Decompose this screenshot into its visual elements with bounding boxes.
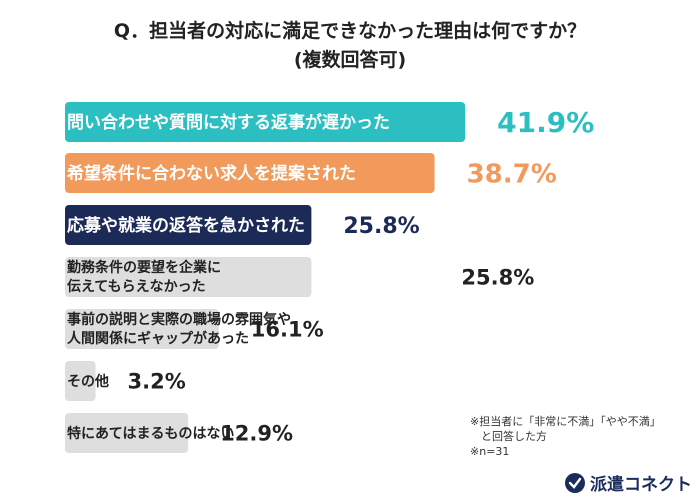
bar-label-6: その他 — [67, 373, 109, 390]
bar-value-2: 38.7% — [467, 159, 557, 189]
bar-1 — [65, 102, 466, 142]
bar-label-4: 勤務条件の要望を企業に伝えてもらえなかった — [67, 259, 221, 295]
bar-4 — [65, 257, 312, 297]
bar-value-1: 41.9% — [497, 106, 594, 139]
note-sample-size: ※n=31 — [470, 445, 510, 458]
bar-label-3: 応募や就業の返答を急かされた — [67, 215, 305, 236]
bar-2 — [65, 153, 435, 193]
bar-6 — [65, 361, 96, 401]
bar-label-7: 特にあてはまるものはない — [67, 425, 234, 442]
bar-value-6: 3.2% — [128, 370, 186, 394]
logo-mark-icon — [565, 472, 585, 493]
bar-5 — [65, 309, 219, 349]
bar-label-1: 問い合わせや質問に対する返事が遅かった — [67, 112, 390, 133]
chart-title: Q．担当者の対応に満足できなかった理由は何ですか？ — [113, 20, 587, 42]
note-respondents-cont: と回答した方 — [470, 430, 547, 443]
bar-7 — [65, 413, 189, 453]
logo-text: 派遣コネクト — [590, 475, 692, 495]
note-respondents: ※担当者に「非常に不満」「やや不満」 — [470, 415, 661, 428]
brand-logo: 派遣コネクト — [564, 470, 692, 495]
bar-label-2: 希望条件に合わない求人を提案された — [67, 163, 356, 184]
bar-3 — [65, 205, 312, 245]
bar-value-4: 25.8% — [461, 266, 534, 290]
bar-value-3: 25.8% — [343, 214, 419, 239]
chart-subtitle: (複数回答可) — [293, 49, 407, 71]
bar-value-7: 12.9% — [220, 422, 293, 446]
bar-label-5: 事前の説明と実際の職場の雰囲気や人間関係にギャップがあった — [67, 311, 291, 347]
bar-value-5: 16.1% — [251, 318, 324, 342]
